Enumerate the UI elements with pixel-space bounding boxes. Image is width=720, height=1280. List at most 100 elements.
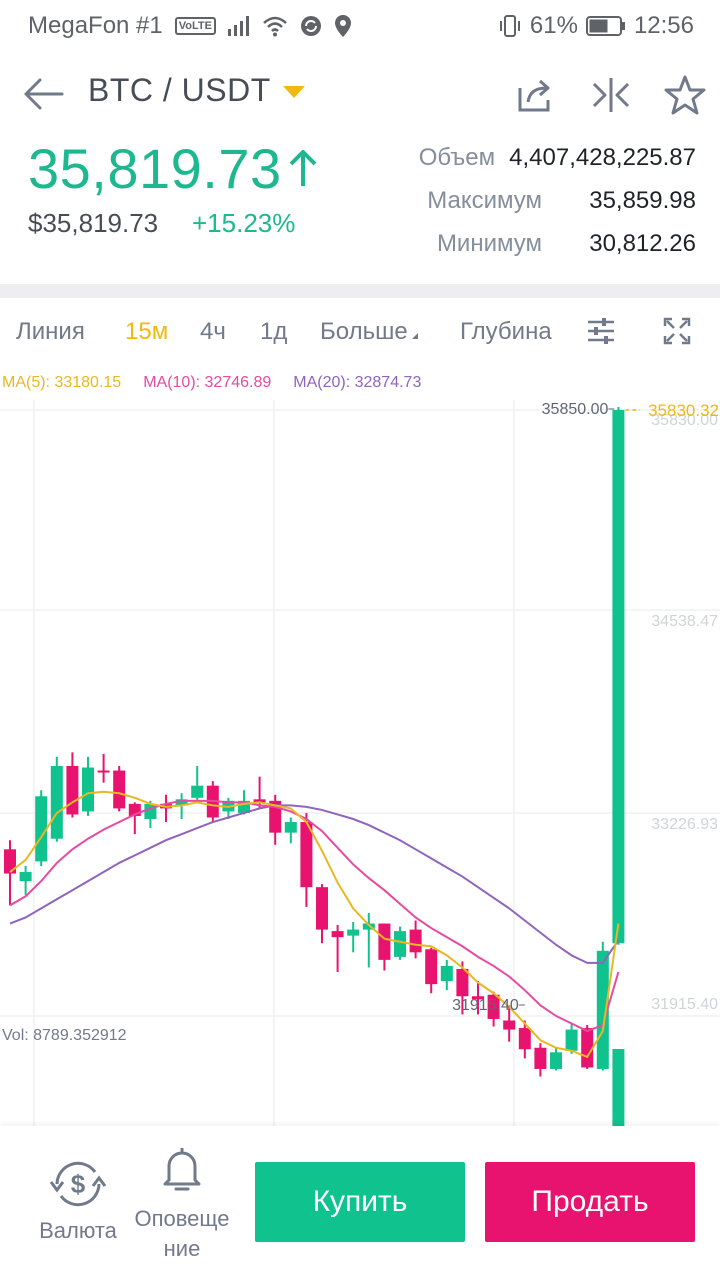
bell-icon — [159, 1148, 205, 1201]
candle-body — [456, 968, 469, 997]
buy-button[interactable]: Купить — [255, 1162, 465, 1242]
candle-body — [19, 872, 32, 882]
sell-button[interactable]: Продать — [485, 1162, 695, 1242]
ma10-label: MA(10): 32746.89 — [143, 374, 272, 391]
low-price-label: 31915.40 — [452, 997, 519, 1014]
candle-body — [4, 849, 16, 874]
last-price: 35,819.73 — [28, 136, 318, 201]
currency-label: Валюта — [39, 1218, 117, 1243]
stat-label: Объем — [418, 144, 496, 171]
alerts-label-line1: Оповеще — [134, 1206, 230, 1231]
alerts-button[interactable]: Оповеще ние — [130, 1144, 234, 1264]
back-arrow-icon[interactable] — [22, 72, 66, 116]
sync-icon — [300, 15, 322, 37]
fiat-price: $35,819.73 — [28, 208, 159, 238]
battery-percent: 61% — [529, 12, 578, 39]
candle-body — [425, 949, 438, 985]
candle-body — [362, 923, 375, 930]
candle-body — [518, 1028, 531, 1050]
candle-body — [82, 767, 94, 812]
candle-body — [191, 785, 204, 798]
fullscreen-icon[interactable] — [662, 316, 692, 353]
star-icon[interactable] — [664, 74, 706, 116]
ma5-line — [9, 790, 620, 1059]
candle-body — [378, 923, 391, 960]
candle-body — [487, 994, 500, 1019]
high-price-label: 35850.00 — [542, 401, 609, 418]
candle-body — [316, 887, 328, 930]
volte-badge: VoLTE — [174, 17, 216, 35]
candle-body — [97, 770, 110, 773]
clock: 12:56 — [633, 12, 694, 39]
tab-4h[interactable]: 4ч — [200, 318, 226, 345]
candle-body — [347, 929, 360, 936]
candle-body — [565, 1029, 578, 1051]
stat-value: 4,407,428,225.87 — [509, 144, 696, 171]
section-divider — [0, 284, 720, 298]
stat-label: Минимум — [436, 230, 542, 257]
candle-body — [284, 822, 297, 833]
stat-low: Минимум 30,812.26 — [336, 230, 696, 273]
signal-icon — [227, 16, 250, 36]
y-axis-tick-label: 34538.47 — [651, 613, 718, 630]
svg-text:$: $ — [71, 1169, 86, 1199]
candle-body — [253, 799, 266, 803]
pair-title: BTC / USDT — [88, 72, 271, 108]
volume-bar — [612, 1049, 625, 1126]
ma-legend: MA(5): 33180.15 MA(10): 32746.89 MA(20):… — [2, 374, 421, 392]
status-bar: MegaFon #1 VoLTE 61% 12:56 — [0, 0, 720, 52]
tab-more[interactable]: Больше — [320, 318, 418, 346]
compare-icon[interactable] — [590, 74, 632, 116]
chart-tabs: Линия 15м 4ч 1д Больше Глубина — [0, 298, 720, 368]
stat-value: 30,812.26 — [589, 230, 696, 257]
candle-body — [503, 1020, 516, 1030]
settings-sliders-icon[interactable] — [586, 316, 616, 353]
market-stats: Объем 4,407,428,225.87 Максимум 35,859.9… — [336, 144, 696, 273]
tab-1d[interactable]: 1д — [260, 318, 288, 345]
candle-body — [50, 765, 63, 839]
candle-body — [66, 765, 79, 815]
wifi-icon — [262, 15, 288, 37]
share-icon[interactable] — [514, 74, 556, 116]
pair-header: BTC / USDT — [0, 62, 720, 126]
ma20-line — [9, 804, 620, 964]
stat-value: 35,859.98 — [589, 187, 696, 214]
vibrate-icon — [498, 15, 522, 37]
stat-label: Максимум — [427, 187, 542, 214]
tab-depth[interactable]: Глубина — [460, 318, 552, 345]
candle-body — [113, 770, 126, 809]
stat-high: Максимум 35,859.98 — [336, 187, 696, 230]
candle-body — [550, 1052, 562, 1069]
pair-selector[interactable]: BTC / USDT — [88, 72, 305, 109]
last-price-value: 35,819.73 — [28, 137, 282, 200]
candle-body — [175, 799, 188, 806]
currency-button[interactable]: $ Валюта — [30, 1160, 126, 1246]
candle-body — [612, 410, 625, 944]
candle-body — [394, 931, 406, 957]
last-price-label: 35830.32 — [648, 401, 719, 420]
candle-body — [472, 996, 484, 1000]
ma5-label: MA(5): 33180.15 — [2, 374, 122, 391]
candlestick-chart[interactable]: 35830.00 34538.47 33226.93 31915.40 35830.32… — [0, 400, 720, 1126]
carrier-name: MegaFon #1 — [28, 12, 163, 39]
bottom-action-bar: $ Валюта Оповеще ние Купить Продать — [0, 1126, 720, 1280]
ma20-label: MA(20): 32874.73 — [293, 374, 422, 391]
price-change: +15.23% — [192, 208, 296, 238]
stat-volume: Объем 4,407,428,225.87 — [336, 144, 696, 187]
y-axis-tick-label: 31915.40 — [651, 996, 718, 1013]
y-axis-tick-label: 33226.93 — [651, 816, 718, 833]
candle-body — [581, 1028, 594, 1068]
candle-body — [596, 950, 609, 1069]
candle-body — [144, 803, 157, 820]
candle-body — [440, 965, 453, 982]
volume-label: Vol: 8789.352912 — [2, 1027, 127, 1044]
candle-body — [35, 796, 48, 862]
alerts-label-line2: ние — [163, 1236, 201, 1261]
battery-icon — [585, 15, 626, 37]
caret-down-icon — [282, 85, 305, 98]
candle-body — [300, 822, 313, 888]
tab-more-label: Больше — [320, 318, 408, 345]
tab-line[interactable]: Линия — [16, 318, 85, 345]
up-arrow-icon — [288, 136, 318, 201]
tab-15m[interactable]: 15м — [125, 318, 169, 345]
